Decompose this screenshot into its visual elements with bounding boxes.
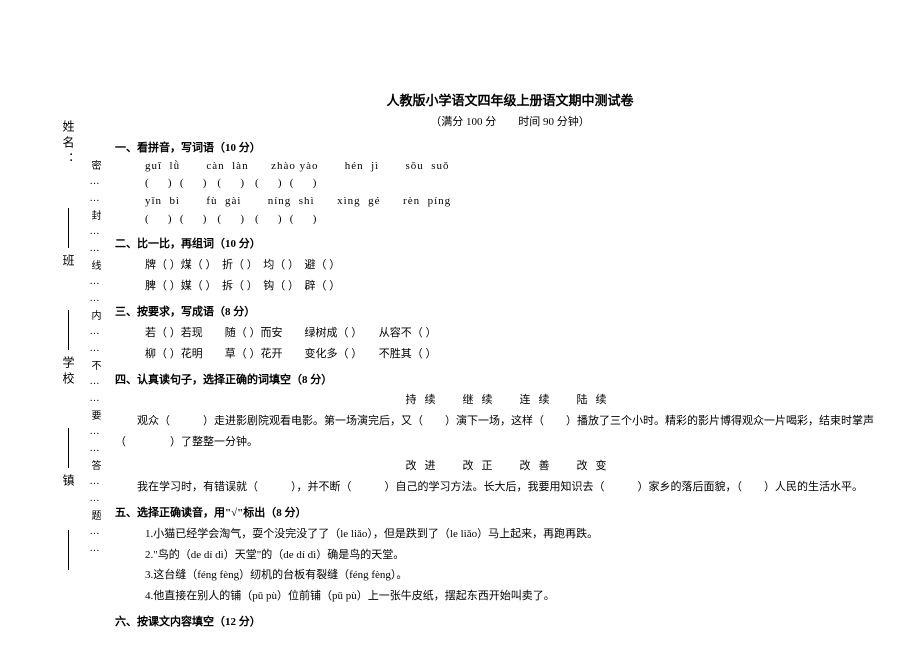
- q5-item-4: 4.他直接在别人的铺（pū pù）位前铺（pū pù）上一张牛皮纸，摆起东西开始…: [145, 586, 905, 607]
- q4-wordbank-2: 改进 改正 改善 改变: [115, 457, 905, 473]
- q5-item-2: 2."鸟的（de dí dì）天堂"的（de dí dì）确是鸟的天堂。: [145, 545, 905, 566]
- q5-head: 五、选择正确读音，用"√"标出（8 分）: [115, 504, 905, 520]
- q2-row-1: 牌（ ）煤（ ） 折（ ） 均（ ） 避（ ）: [145, 255, 905, 276]
- q1-blanks-1: ( ) ( ) ( ) ( ) ( ): [145, 174, 905, 194]
- q4-paragraph-2: 我在学习时，有错误就（ ），并不断（ ）自己的学习方法。长大后，我要用知识去（ …: [115, 477, 905, 498]
- exam-title: 人教版小学语文四年级上册语文期中测试卷: [115, 90, 905, 109]
- binding-line: [68, 428, 70, 468]
- q1-head: 一、看拼音，写词语（10 分）: [115, 139, 905, 155]
- q6-head: 六、按课文内容填空（12 分）: [115, 613, 905, 629]
- q1-pinyin-2: yǐn bì fù gài níng shì xìng gé rèn píng: [145, 194, 905, 209]
- q5-item-1: 1.小猫已经学会淘气，耍个没完没了了（le liǎo），但是跌到了（le liǎ…: [145, 524, 905, 545]
- binding-label-name: 姓名：: [60, 120, 77, 168]
- q1-blanks-2: ( ) ( ) ( ) ( ) ( ): [145, 210, 905, 230]
- exam-content: 人教版小学语文四年级上册语文期中测试卷 （满分 100 分 时间 90 分钟） …: [115, 90, 905, 633]
- q5-item-3: 3.这台缝（féng fèng）纫机的台板有裂缝（féng fèng）。: [145, 565, 905, 586]
- q1-pinyin-1: guī lǜ càn làn zhào yào hén jì sōu suǒ: [145, 159, 905, 174]
- q3-row-1: 若（ ）若现 随（ ）而安 绿树成（ ） 从容不（ ）: [145, 323, 905, 344]
- seal-warning-text: 密……封……线……内……不……要……答……题……: [86, 160, 102, 560]
- q4-wordbank-1: 持续 继续 连续 陆续: [115, 391, 905, 407]
- exam-subtitle: （满分 100 分 时间 90 分钟）: [115, 113, 905, 129]
- q4-paragraph-1: 观众（ ）走进影剧院观看电影。第一场演完后，又（ ）演下一场，这样（ ）播放了三…: [115, 411, 905, 453]
- q3-row-2: 柳（ ）花明 草（ ）花开 变化多（ ） 不胜其（ ）: [145, 344, 905, 365]
- q4-head: 四、认真读句子，选择正确的词填空（8 分）: [115, 371, 905, 387]
- binding-label-class: 班: [60, 254, 77, 270]
- binding-line: [68, 530, 70, 570]
- binding-labels-column: 姓名： 班 学校 镇: [60, 120, 78, 576]
- q2-head: 二、比一比，再组词（10 分）: [115, 235, 905, 251]
- q3-head: 三、按要求，写成语（8 分）: [115, 303, 905, 319]
- q2-row-2: 脾（ ）媒（ ） 拆（ ） 钩（ ） 辟（ ）: [145, 276, 905, 297]
- binding-line: [68, 208, 70, 248]
- binding-label-school: 学校: [60, 356, 77, 388]
- binding-label-town: 镇: [60, 474, 77, 490]
- binding-line: [68, 310, 70, 350]
